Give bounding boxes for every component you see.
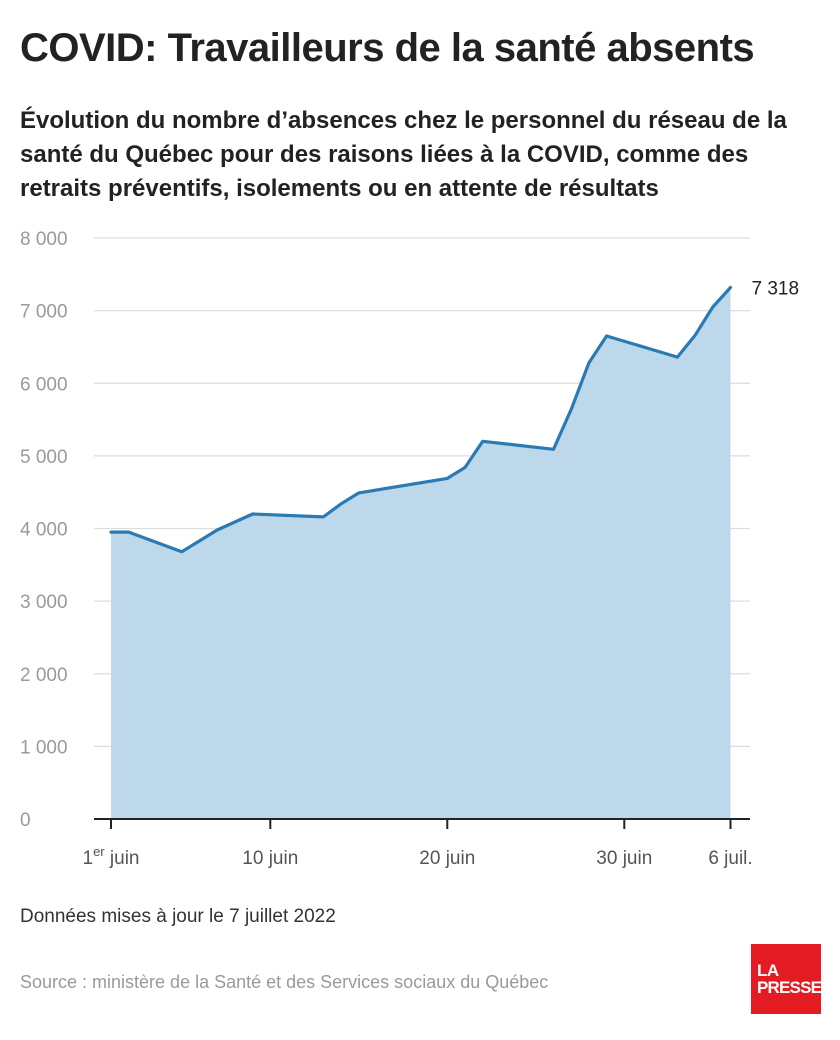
x-tick-label-0: 1er juin <box>83 844 140 869</box>
series-area <box>111 287 731 819</box>
y-tick-label-0: 0 <box>20 810 31 831</box>
y-tick-label-3000: 3 000 <box>20 592 68 613</box>
y-tick-label-5000: 5 000 <box>20 447 68 468</box>
x-tick-label-4: 6 juil. <box>708 848 752 869</box>
logo-line-1: LA <box>757 961 779 980</box>
y-tick-label-4000: 4 000 <box>20 520 68 541</box>
x-tick-label-1: 10 juin <box>242 848 298 869</box>
y-tick-label-7000: 7 000 <box>20 302 68 323</box>
y-tick-label-6000: 6 000 <box>20 374 68 395</box>
series-line <box>109 285 733 554</box>
y-tick-label-2000: 2 000 <box>20 665 68 686</box>
x-tick-label-3: 30 juin <box>596 848 652 869</box>
page-title: COVID: Travailleurs de la santé absents <box>20 26 755 70</box>
source-note: Source : ministère de la Santé et des Se… <box>20 972 549 992</box>
la-presse-logo: LA PRESSE <box>751 944 822 1014</box>
y-tick-label-1000: 1 000 <box>20 737 68 758</box>
end-value-label: 7 318 <box>752 279 800 300</box>
y-tick-label-8000: 8 000 <box>20 229 68 250</box>
update-note: Données mises à jour le 7 juillet 2022 <box>20 906 336 927</box>
page-subtitle: Évolution du nombre d’absences chez le p… <box>20 107 787 202</box>
x-tick-label-2: 20 juin <box>419 848 475 869</box>
logo-line-2: PRESSE <box>757 978 822 997</box>
